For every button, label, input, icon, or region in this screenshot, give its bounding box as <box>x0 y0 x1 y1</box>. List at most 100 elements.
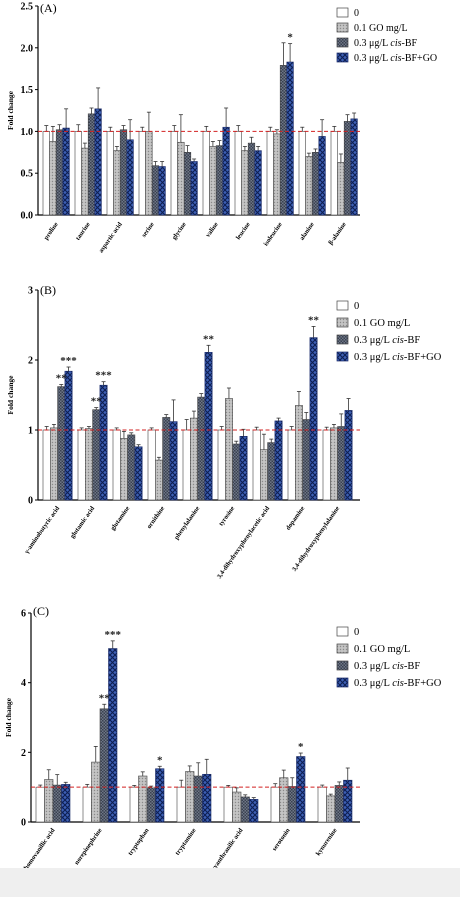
bar <box>129 786 139 823</box>
bar <box>279 777 289 823</box>
significance-marker: ** <box>203 333 215 345</box>
bar <box>170 131 178 216</box>
bar <box>82 786 92 823</box>
bar <box>176 786 186 823</box>
bar <box>49 427 58 501</box>
x-tick-label: homovanillic acid <box>23 827 57 871</box>
bar <box>270 786 280 823</box>
bar <box>74 131 82 216</box>
bar <box>91 761 101 823</box>
bar <box>108 648 118 823</box>
bar <box>112 429 121 501</box>
y-tick-label: 0.5 <box>21 169 34 180</box>
legend-label: 0.3 μg/L cis-BF <box>354 661 420 672</box>
significance-marker: *** <box>105 629 122 641</box>
x-tick-label: isoleucine <box>263 221 284 247</box>
x-tick-label: valine <box>205 221 220 239</box>
y-axis-label: Fold change <box>6 375 15 415</box>
bar <box>146 787 156 823</box>
x-tick-label: dopamine <box>285 505 307 532</box>
bar <box>57 386 66 501</box>
bar <box>106 131 114 216</box>
bar <box>222 126 230 216</box>
legend-swatch <box>336 334 349 345</box>
bar <box>119 129 128 216</box>
legend-swatch <box>336 300 349 311</box>
bar <box>87 113 96 216</box>
x-tick-label: kynurenine <box>315 827 339 857</box>
bar <box>267 442 276 501</box>
y-tick-label: 3 <box>28 286 33 297</box>
bar <box>55 129 64 216</box>
x-tick-label: tyrosine <box>218 505 237 527</box>
y-tick-label: 2.0 <box>21 43 34 54</box>
bar <box>225 398 233 501</box>
bar <box>326 795 336 823</box>
legend-swatch <box>336 626 349 637</box>
bar <box>158 166 166 216</box>
bar <box>329 427 338 501</box>
x-tick-label: phenylalanine <box>173 505 201 541</box>
bar <box>337 426 346 501</box>
bar <box>193 775 203 823</box>
bar <box>183 152 192 216</box>
bar <box>239 435 248 501</box>
bar <box>232 443 241 501</box>
x-tick-label: aspartic acid <box>98 221 124 254</box>
bar <box>85 428 93 501</box>
bar <box>322 429 331 501</box>
bar <box>94 108 102 216</box>
bar <box>249 799 259 823</box>
legend-label: 0.3 μg/L cis-BF <box>354 38 418 49</box>
y-tick-label: 4 <box>21 678 26 689</box>
x-tick-label: taurine <box>74 221 91 242</box>
bar <box>113 150 121 216</box>
bar <box>202 131 210 216</box>
legend-label: 0.1 GO mg/L <box>354 644 410 655</box>
bar <box>155 768 165 823</box>
x-tick-label: serotonin <box>271 827 292 853</box>
bar <box>77 429 86 501</box>
bar <box>145 131 153 216</box>
bar <box>177 141 185 216</box>
bar <box>294 405 303 501</box>
legend-swatch <box>336 643 349 654</box>
legend-swatch <box>336 7 349 18</box>
bar <box>343 779 353 823</box>
legend-label: 0.1 GO mg/L <box>354 23 408 34</box>
bar <box>120 438 128 501</box>
bar <box>302 419 311 501</box>
bar <box>209 146 217 216</box>
legend-swatch <box>336 677 349 688</box>
bar <box>334 785 344 823</box>
bar <box>343 121 352 216</box>
bar <box>298 131 306 216</box>
panel-label: (C) <box>33 604 49 618</box>
legend-swatch <box>336 660 349 671</box>
bar <box>147 429 156 501</box>
bar <box>279 65 288 216</box>
bar <box>62 127 70 216</box>
x-tick-label: ornithine <box>146 505 167 530</box>
y-tick-label: 2 <box>21 748 26 759</box>
legend-label: 0 <box>354 8 359 19</box>
bar <box>317 786 327 823</box>
x-tick-label: norepinephrine <box>73 827 103 866</box>
bar <box>254 150 262 216</box>
legend-label: 0 <box>354 301 359 312</box>
bar <box>134 446 143 501</box>
y-tick-label: 1.0 <box>21 127 34 138</box>
x-tick-label: glutamic acid <box>69 505 96 540</box>
chart-panel-2: 0 1 2 3 Fold change (B) γ-aminobutyric acid glu… <box>6 283 442 580</box>
x-tick-label: leucine <box>235 221 252 241</box>
bar <box>223 786 233 823</box>
significance-marker: * <box>287 32 293 44</box>
bar <box>202 773 212 823</box>
x-tick-label: serine <box>141 221 156 239</box>
legend-label: 0.3 μg/L cis-BF+GO <box>354 53 437 64</box>
bar <box>92 409 101 501</box>
x-tick-label: alanine <box>298 221 315 242</box>
bar <box>169 421 178 501</box>
y-tick-label: 1 <box>28 426 33 437</box>
significance-marker: *** <box>95 370 112 382</box>
